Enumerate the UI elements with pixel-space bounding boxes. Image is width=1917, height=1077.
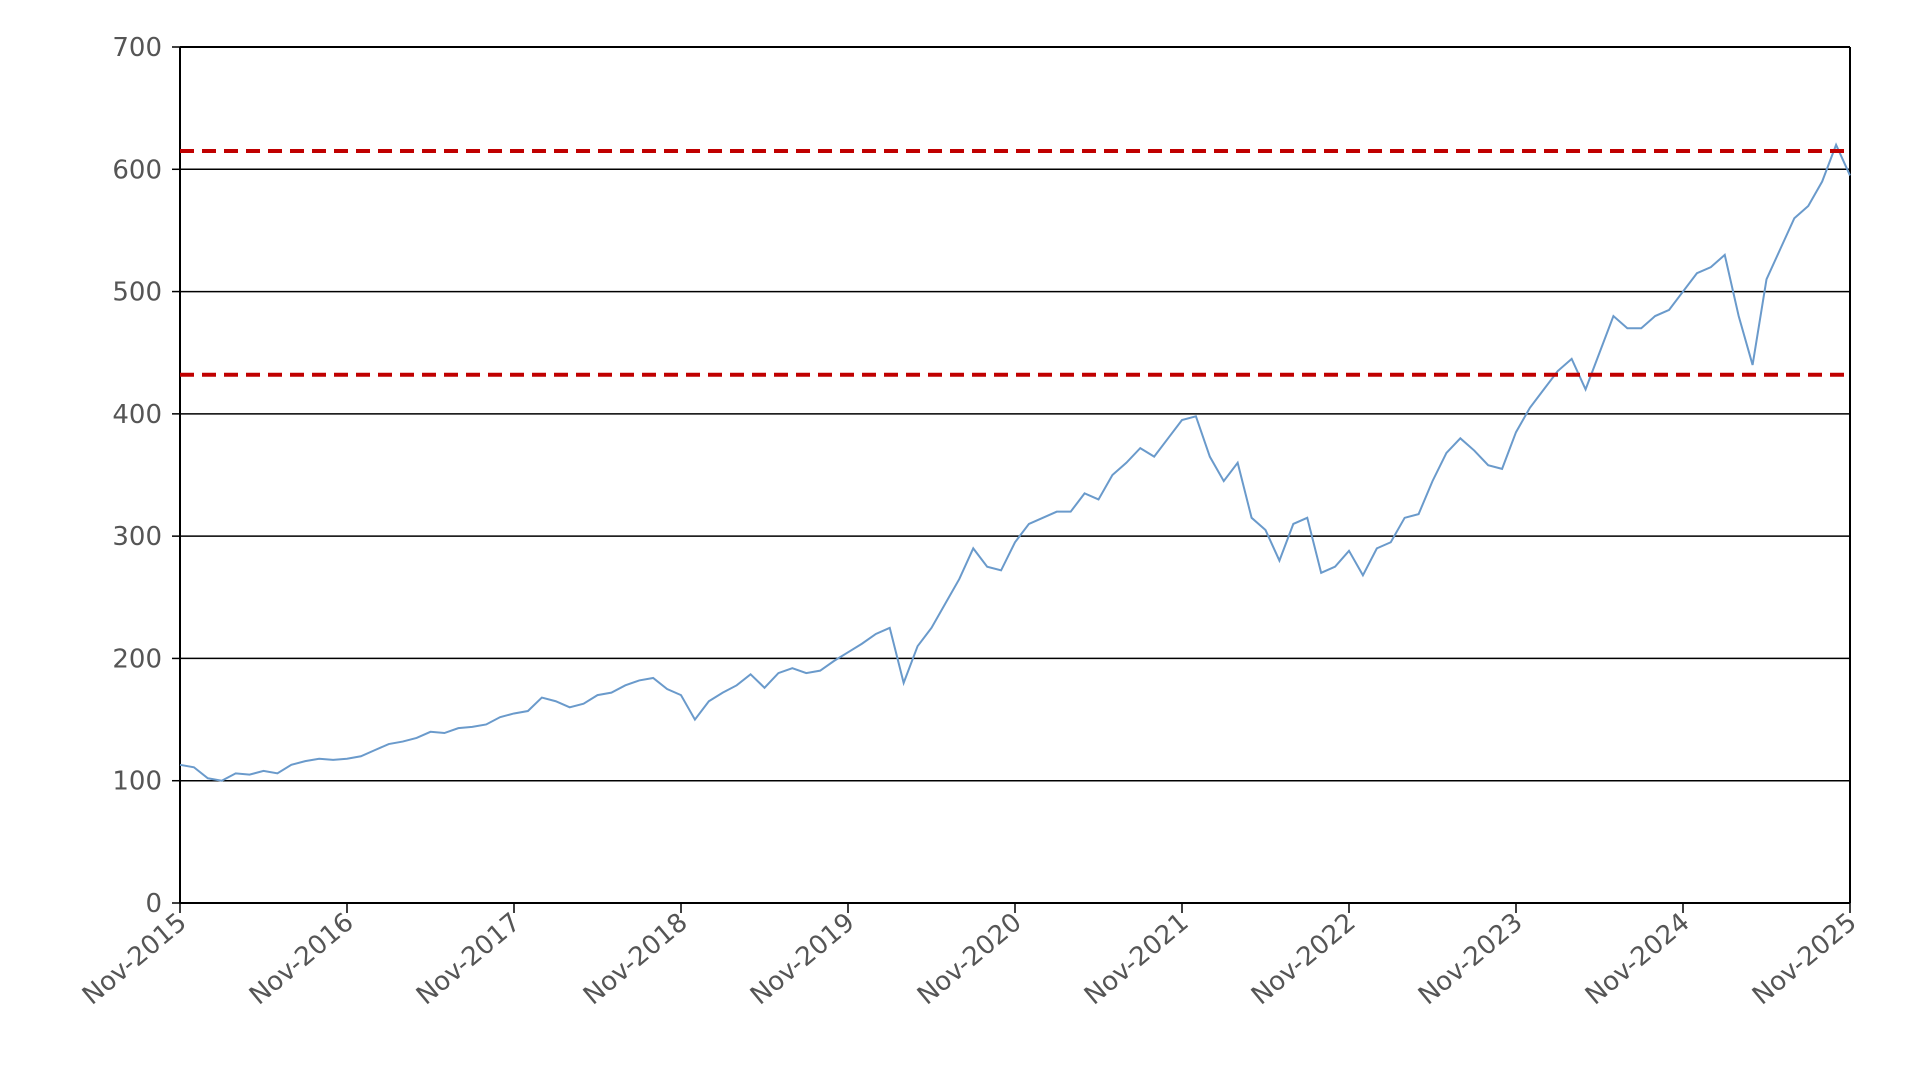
x-tick-label: Nov-2022 <box>1246 907 1362 1011</box>
y-tick-label: 200 <box>112 644 162 674</box>
y-tick-label: 700 <box>112 33 162 63</box>
x-tick-label: Nov-2025 <box>1747 907 1863 1011</box>
x-tick-label: Nov-2019 <box>745 907 861 1011</box>
x-tick-label: Nov-2023 <box>1413 907 1529 1011</box>
x-tick-label: Nov-2018 <box>578 907 694 1011</box>
x-tick-label: Nov-2015 <box>77 907 193 1011</box>
y-tick-label: 0 <box>145 889 162 919</box>
x-tick-label: Nov-2024 <box>1580 907 1696 1011</box>
series-line <box>179 142 1851 782</box>
y-tick-label: 500 <box>112 278 162 308</box>
x-tick-label: Nov-2016 <box>244 907 360 1011</box>
x-tick-label: Nov-2021 <box>1079 907 1195 1011</box>
y-tick-label: 300 <box>112 522 162 552</box>
x-tick-label: Nov-2017 <box>411 907 527 1011</box>
y-tick-label: 400 <box>112 400 162 430</box>
y-tick-label: 100 <box>112 767 162 797</box>
y-tick-label: 600 <box>112 155 162 185</box>
x-tick-label: Nov-2020 <box>912 907 1028 1011</box>
